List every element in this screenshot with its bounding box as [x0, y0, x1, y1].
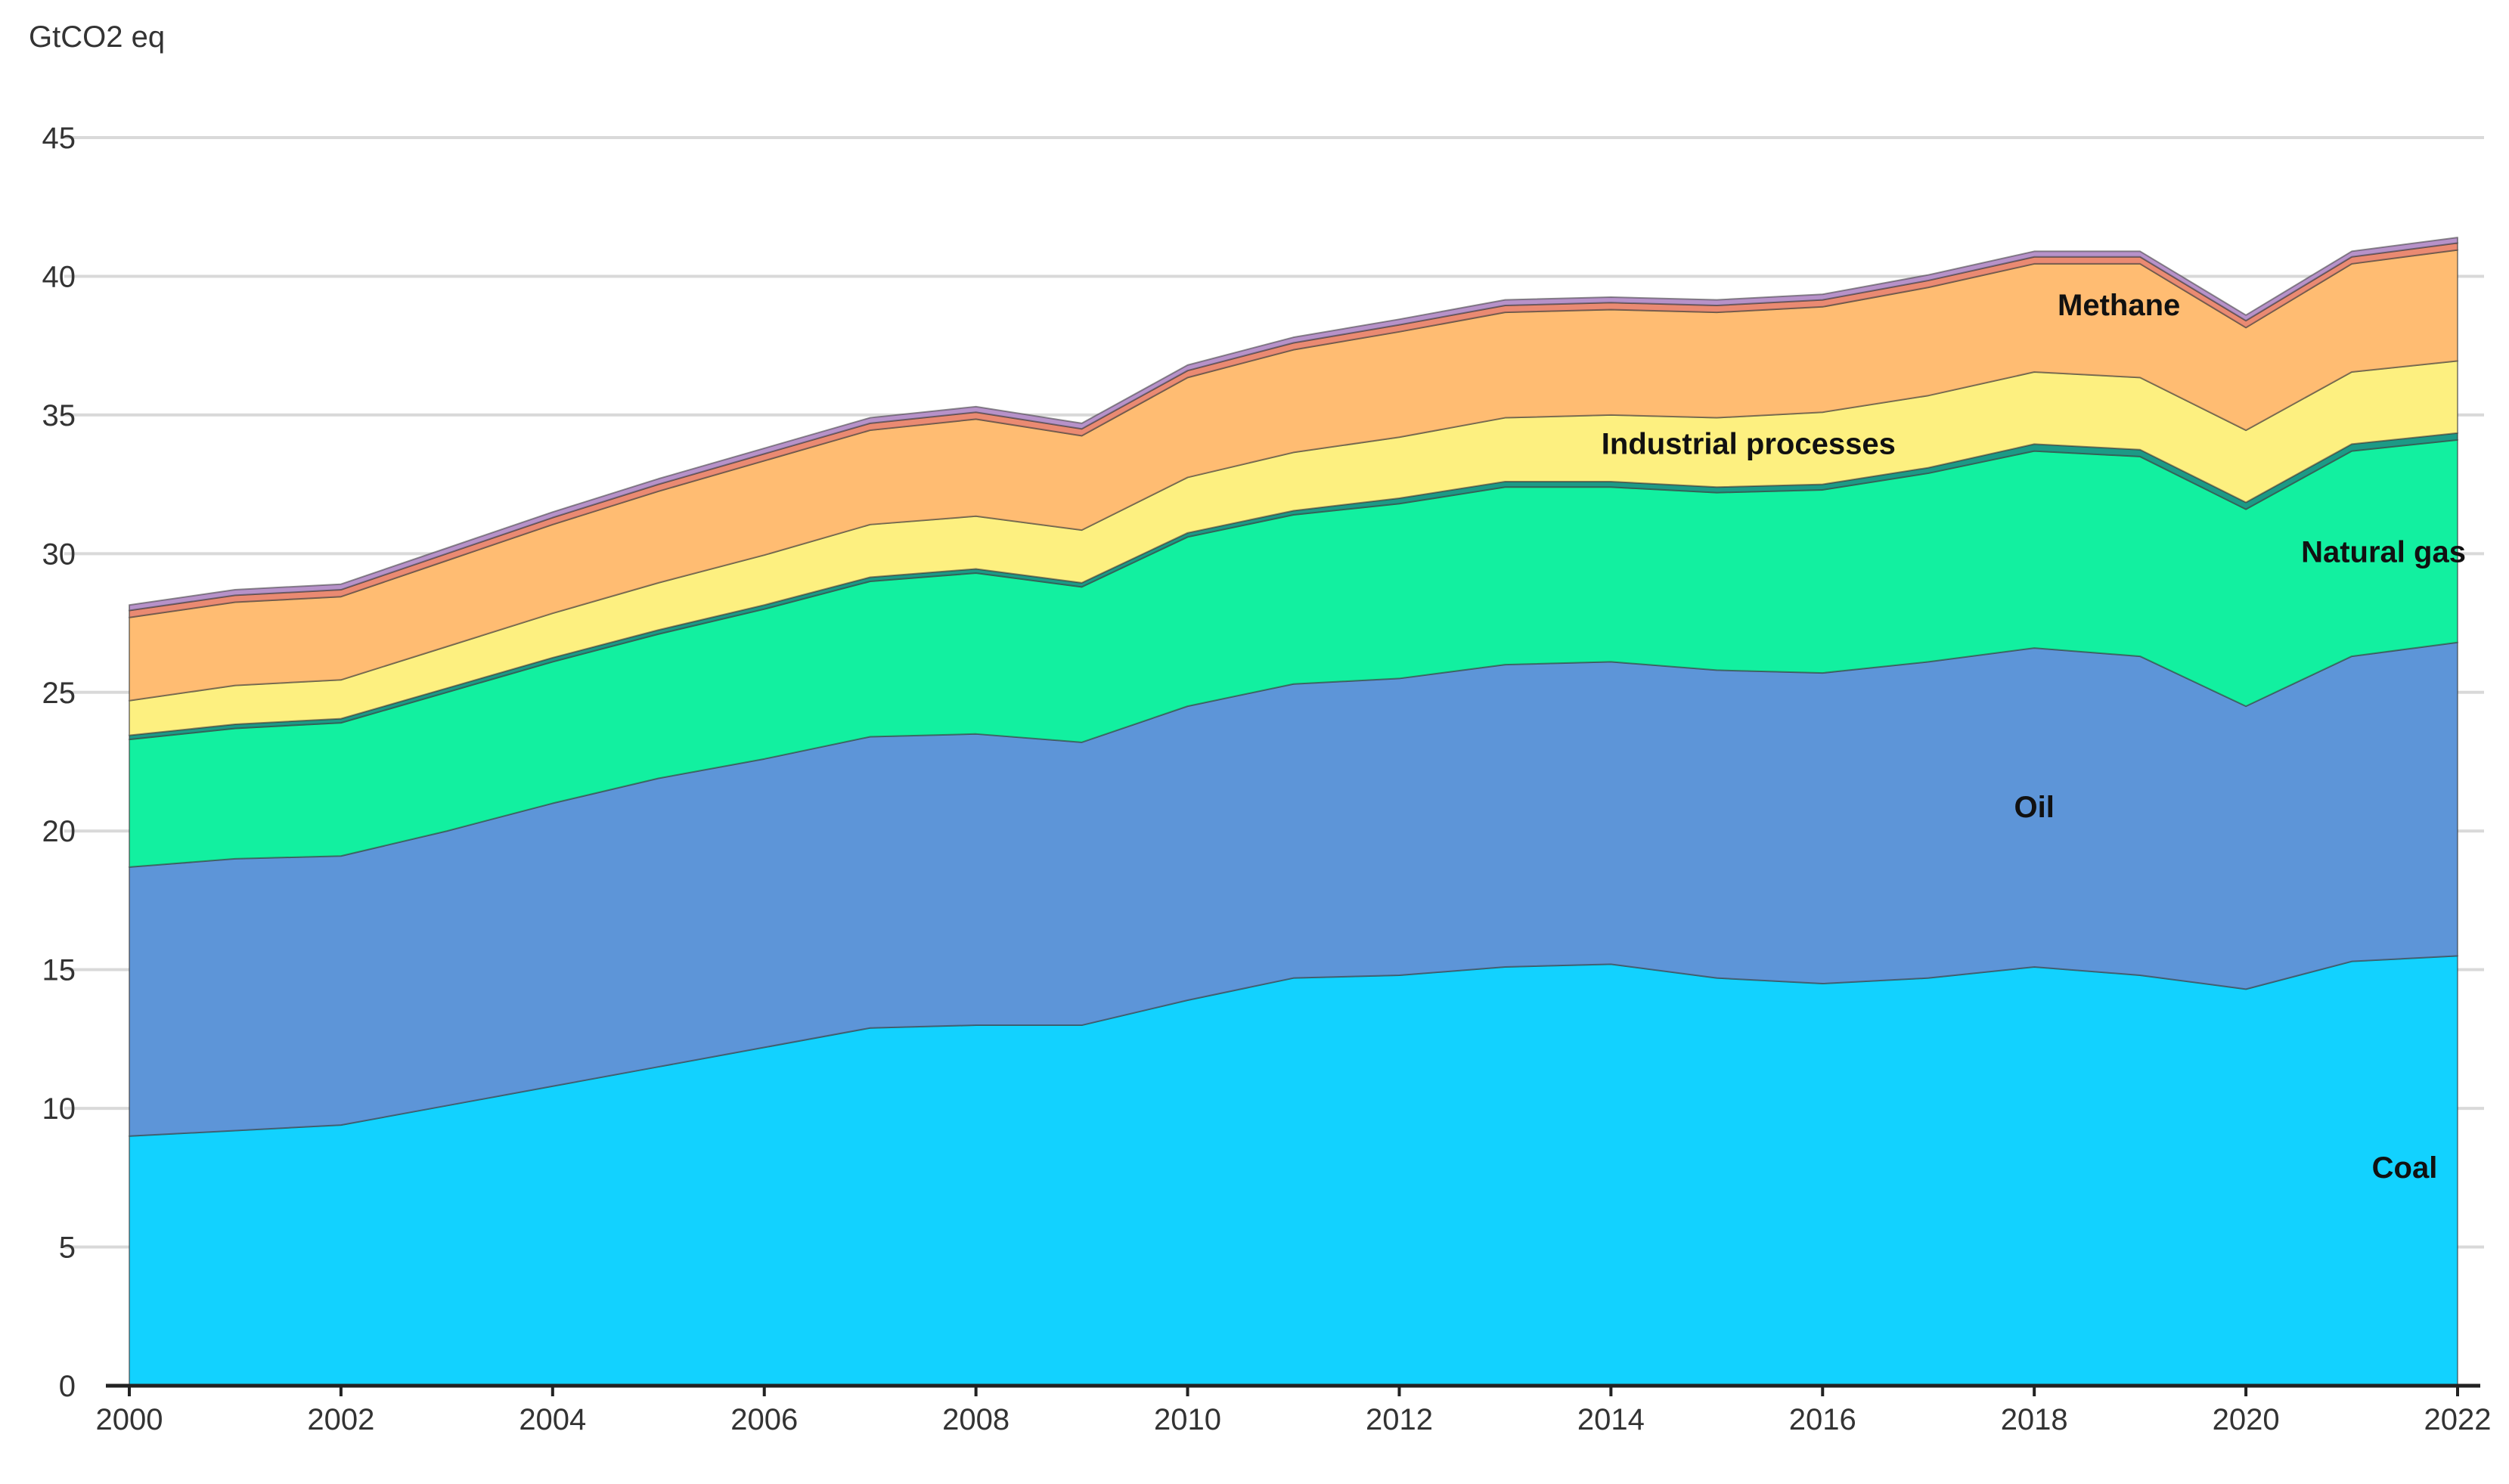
stacked-areas: [129, 237, 2458, 1386]
y-tick-label: 35: [42, 399, 76, 432]
x-tick-label: 2014: [1577, 1403, 1645, 1436]
area-other-2: [129, 237, 2458, 612]
x-tick-label: 2006: [730, 1403, 798, 1436]
y-tick-label: 40: [42, 260, 76, 293]
y-axis-ticks: 0 5 10 15 20 25 30 35 40 45: [42, 122, 76, 1403]
y-tick-label: 5: [59, 1232, 76, 1265]
x-tick-label: 2012: [1366, 1403, 1433, 1436]
y-tick-label: 45: [42, 122, 76, 155]
label-methane: Methane: [2058, 289, 2180, 322]
label-oil: Oil: [2014, 791, 2055, 824]
x-tick-label: 2022: [2424, 1403, 2492, 1436]
y-axis-unit-label: GtCO2 eq: [29, 20, 165, 54]
label-natural-gas: Natural gas: [2301, 535, 2466, 569]
x-tick-label: 2002: [307, 1403, 374, 1436]
x-tick-label: 2008: [942, 1403, 1009, 1436]
x-tick-label: 2020: [2213, 1403, 2280, 1436]
series-labels: Coal Oil Natural gas Industrial processes Me…: [1602, 289, 2466, 1185]
x-tick-label: 2016: [1789, 1403, 1856, 1436]
y-tick-label: 25: [42, 677, 76, 710]
label-coal: Coal: [2372, 1151, 2438, 1185]
x-tick-label: 2004: [519, 1403, 586, 1436]
x-tick-label: 2000: [96, 1403, 163, 1436]
label-industrial-processes: Industrial processes: [1602, 427, 1896, 460]
y-tick-label: 20: [42, 815, 76, 848]
y-tick-label: 15: [42, 954, 76, 987]
x-tick-label: 2010: [1154, 1403, 1221, 1436]
x-axis: 2000 2002 2004 2006 2008 2010 2012 2014 2016 2018…: [96, 1383, 2492, 1436]
x-tick-label: 2018: [2001, 1403, 2068, 1436]
y-tick-label: 10: [42, 1092, 76, 1126]
y-tick-label: 0: [59, 1370, 76, 1403]
y-tick-label: 30: [42, 538, 76, 571]
